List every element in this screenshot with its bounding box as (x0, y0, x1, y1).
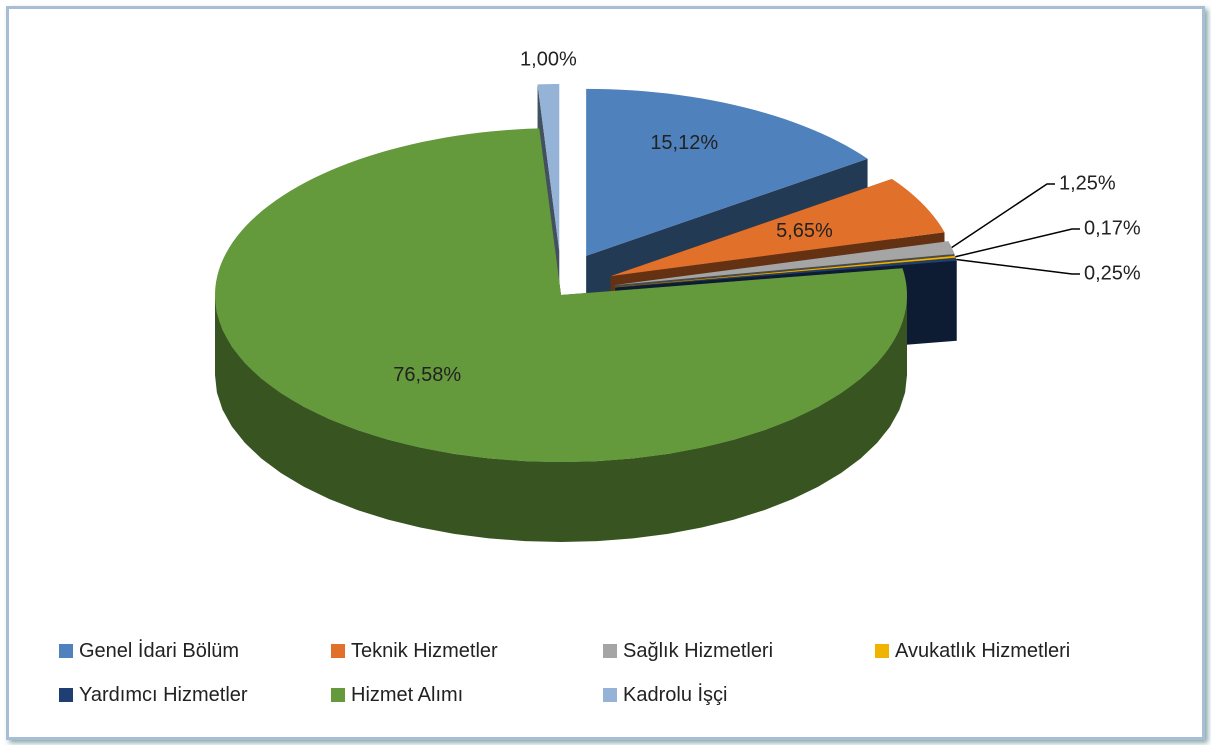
legend-item: Teknik Hizmetler (331, 629, 603, 673)
legend-item: Sağlık Hizmetleri (603, 629, 875, 673)
legend-swatch (603, 644, 617, 658)
slice (586, 88, 868, 256)
slice (615, 258, 957, 288)
legend-item: Yardımcı Hizmetler (59, 673, 331, 717)
legend-swatch (331, 644, 345, 658)
legend-swatch (331, 688, 345, 702)
slice (215, 128, 907, 462)
legend-label: Genel İdari Bölüm (79, 639, 240, 662)
data-label: 15,12% (650, 132, 718, 154)
legend-swatch (875, 644, 889, 658)
slice (614, 241, 955, 286)
legend-label: Teknik Hizmetler (351, 639, 498, 662)
leader-line (955, 228, 1080, 258)
leader-line (951, 183, 1055, 249)
slice-wall (215, 295, 907, 542)
legend-label: Sağlık Hizmetleri (623, 639, 774, 662)
chart: 15,12% 5,65% 1,25% 0,17% 0,25% 76,58% 1,00% (215, 48, 1141, 542)
legend: Genel İdari Bölüm Teknik Hizmetler Sağlık … (59, 629, 1179, 717)
slice (537, 84, 560, 252)
data-label: 0,17% (1084, 217, 1141, 239)
data-label: 1,00% (520, 48, 577, 70)
legend-label: Avukatlık Hizmetleri (895, 639, 1071, 662)
legend-item: Hizmet Alımı (331, 673, 603, 717)
legend-item: Genel İdari Bölüm (59, 629, 331, 673)
data-label: 76,58% (393, 364, 461, 386)
legend-label: Kadrolu İşçi (623, 683, 728, 706)
legend-item: Avukatlık Hizmetleri (875, 629, 1147, 673)
legend-label: Yardımcı Hizmetler (79, 683, 248, 706)
legend-swatch (603, 688, 617, 702)
legend-label: Hizmet Alımı (351, 683, 464, 706)
legend-swatch (59, 644, 73, 658)
slice (615, 255, 956, 288)
data-label: 1,25% (1059, 172, 1116, 194)
data-label: 0,25% (1084, 262, 1141, 284)
legend-item: Kadrolu İşçi (603, 673, 875, 717)
chart-frame: 15,12% 5,65% 1,25% 0,17% 0,25% 76,58% 1,00% Ge… (6, 6, 1205, 740)
data-label: 5,65% (776, 220, 833, 242)
legend-swatch (59, 688, 73, 702)
leader-line (956, 258, 1080, 275)
slice (610, 178, 945, 277)
